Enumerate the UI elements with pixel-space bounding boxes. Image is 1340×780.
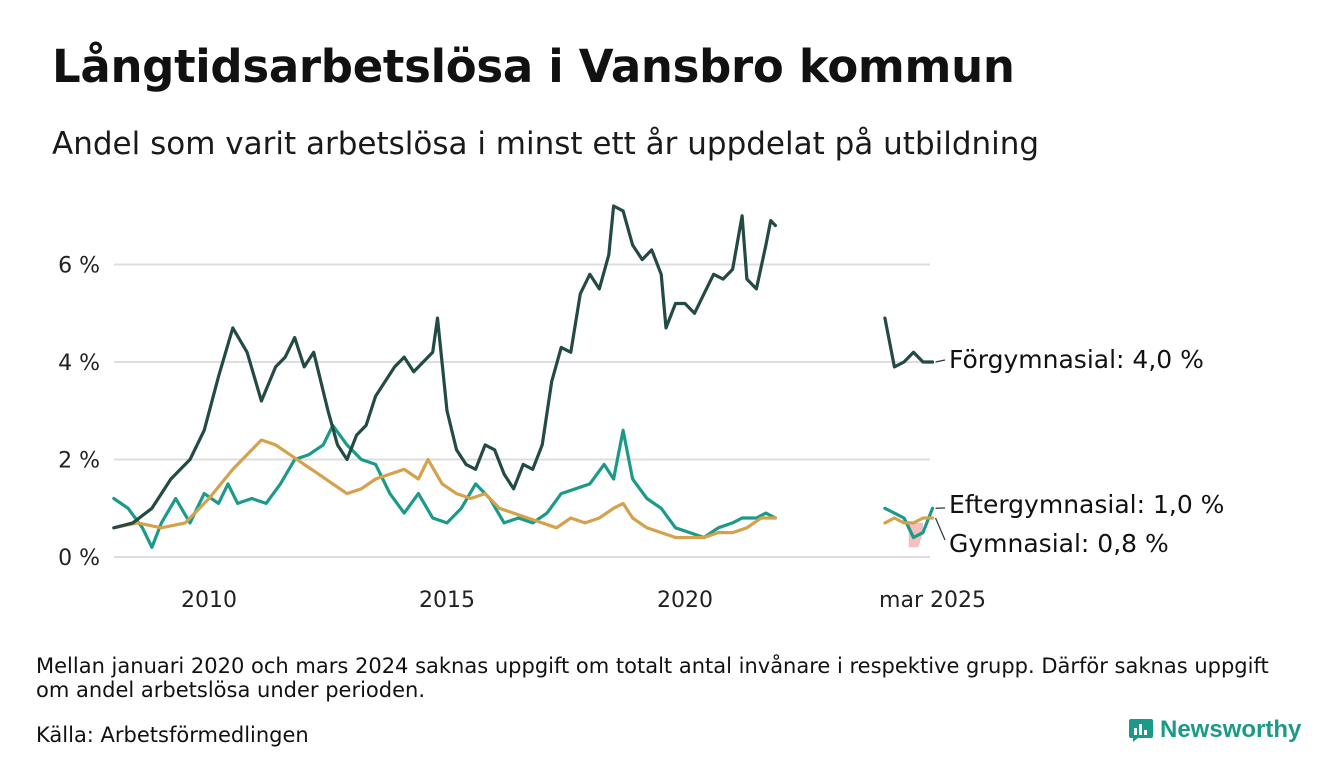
series-end-label: Eftergymnasial: 1,0 % bbox=[949, 490, 1224, 519]
x-axis-ticks: 2010 2015 2020 mar 2025 bbox=[181, 588, 986, 613]
gridlines bbox=[114, 263, 930, 558]
series-end-label: Förgymnasial: 4,0 % bbox=[949, 345, 1204, 374]
series-end-label: Gymnasial: 0,8 % bbox=[949, 529, 1169, 558]
brand-logo: Newsworthy bbox=[1128, 716, 1301, 744]
series-line-eftergymnasial bbox=[883, 506, 935, 540]
chart-title: Långtidsarbetslösa i Vansbro kommun bbox=[52, 40, 1015, 93]
series-end-labels: Förgymnasial: 4,0 % Eftergymnasial: 1,0 %… bbox=[934, 345, 1224, 558]
y-tick-label: 6 % bbox=[58, 254, 100, 279]
leader-line bbox=[934, 517, 946, 541]
y-axis-ticks: 0 % 2 % 4 % 6 % bbox=[58, 254, 100, 572]
series-line-eftergymnasial bbox=[112, 423, 778, 549]
y-tick-label: 4 % bbox=[58, 351, 100, 376]
series-line-gymnasial bbox=[112, 438, 778, 540]
y-tick-label: 0 % bbox=[58, 546, 100, 571]
footnote: Mellan januari 2020 och mars 2024 saknas… bbox=[36, 654, 1269, 702]
brand-name: Newsworthy bbox=[1160, 716, 1302, 743]
source-text: Källa: Arbetsförmedlingen bbox=[36, 723, 309, 747]
series-line-förgymnasial bbox=[883, 316, 935, 369]
leader-line bbox=[935, 359, 946, 363]
line-chart: 0 % 2 % 4 % 6 % 2010 2015 2020 mar 2025 Förgym… bbox=[58, 204, 1224, 613]
series-lines bbox=[112, 204, 935, 549]
chart-subtitle: Andel som varit arbetslösa i minst ett å… bbox=[52, 126, 1040, 162]
series-line-gymnasial bbox=[883, 516, 935, 525]
newsworthy-logo-icon bbox=[1129, 719, 1153, 742]
x-tick-label: 2010 bbox=[181, 588, 237, 613]
x-tick-label: mar 2025 bbox=[879, 588, 986, 613]
series-line-förgymnasial bbox=[112, 204, 778, 530]
x-tick-label: 2015 bbox=[419, 588, 475, 613]
y-tick-label: 2 % bbox=[58, 449, 100, 474]
x-tick-label: 2020 bbox=[657, 588, 713, 613]
